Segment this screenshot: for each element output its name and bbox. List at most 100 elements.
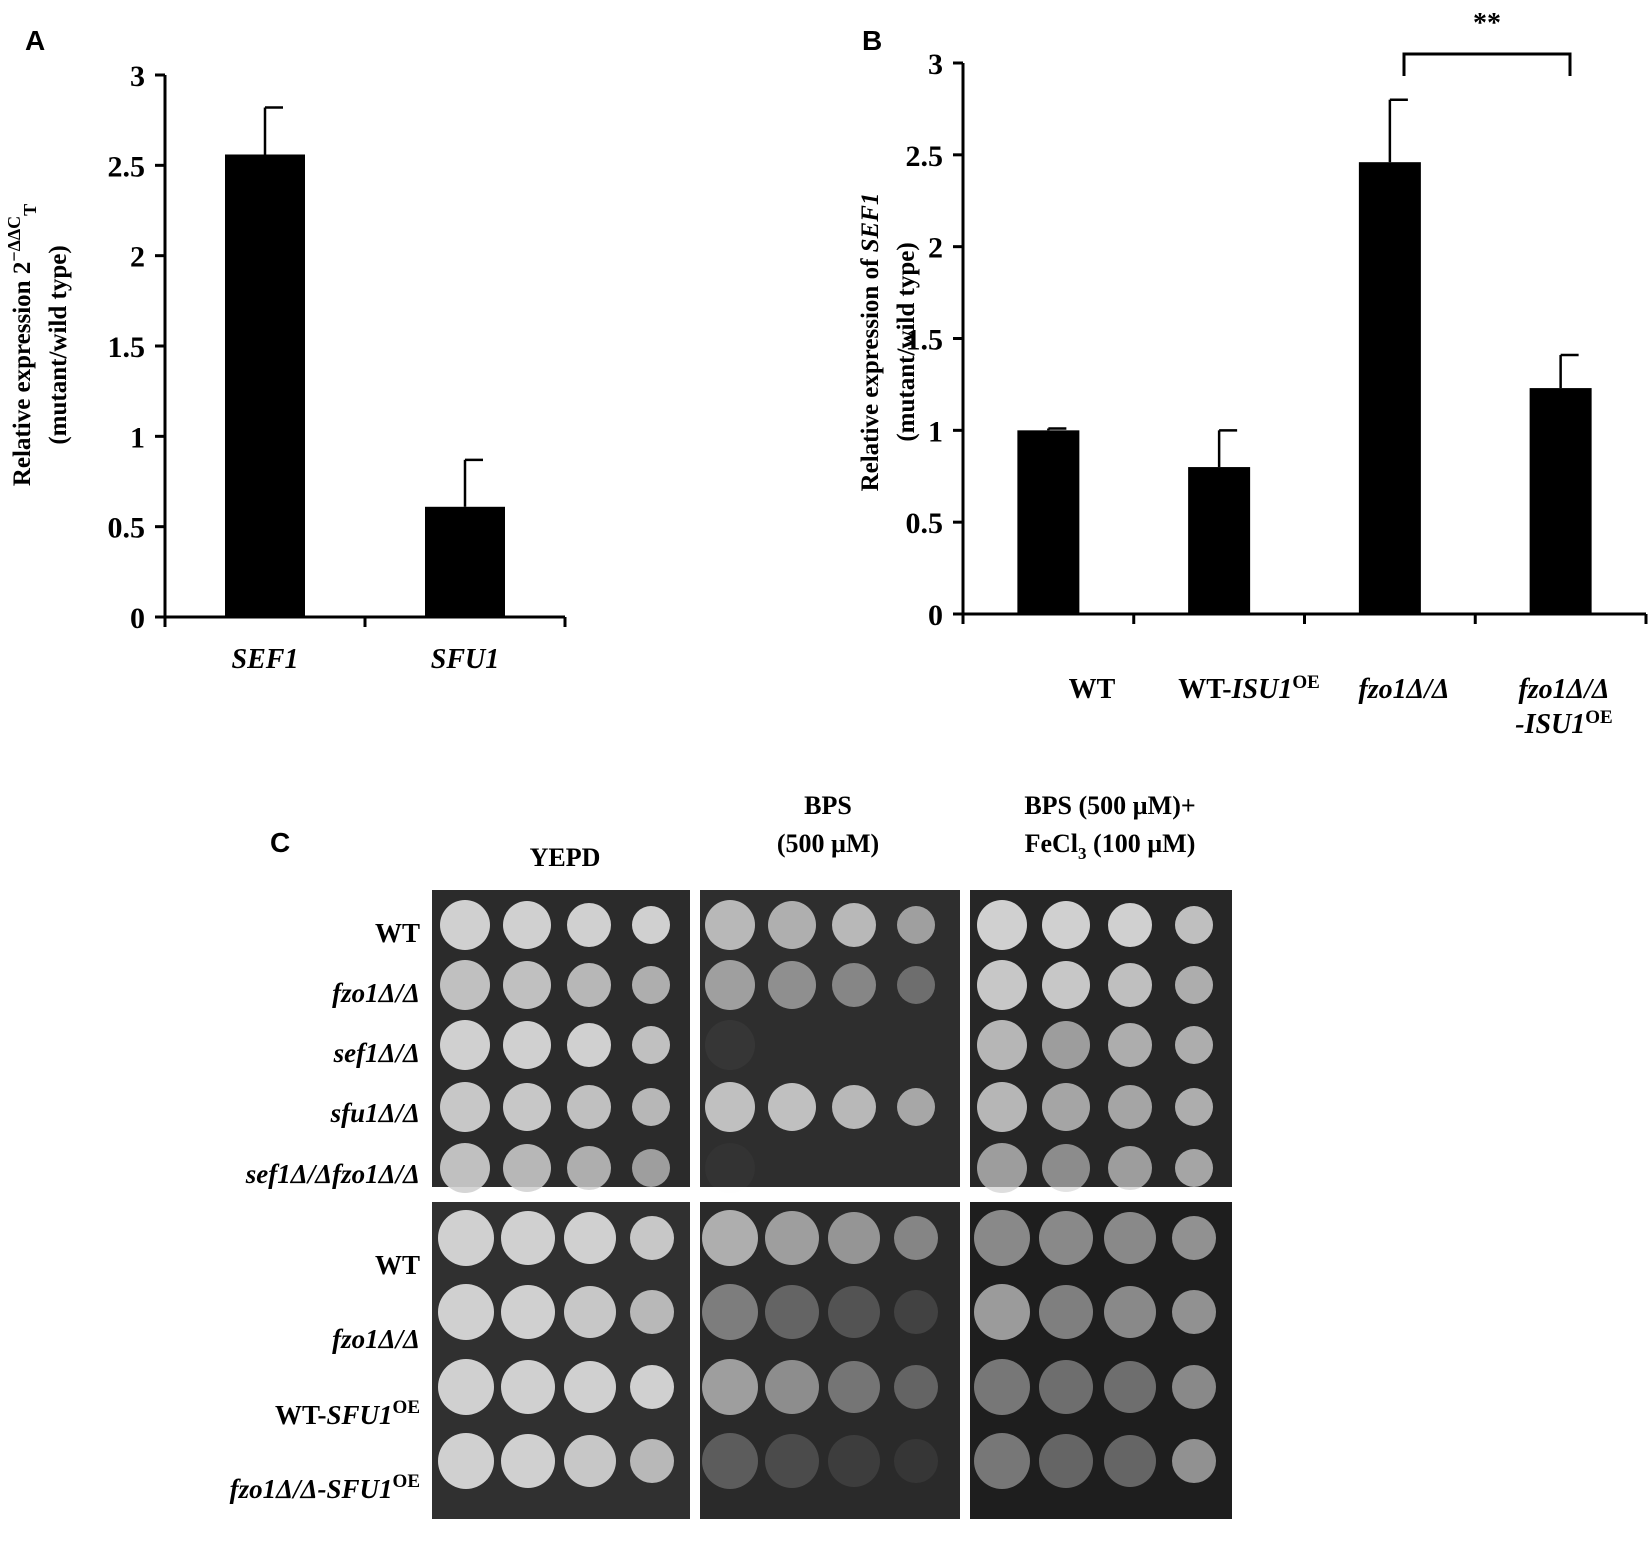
colony-spot xyxy=(503,1144,551,1192)
colony-spot xyxy=(765,1211,819,1265)
colony-spot xyxy=(440,1020,490,1070)
colony-spot xyxy=(705,960,755,1010)
strain-bottom-fzo1-sfu1oe-gene: fzo1Δ/Δ-SFU1 xyxy=(230,1474,393,1504)
panel-b-y-tick-label: 2.5 xyxy=(906,140,944,173)
colony-spot xyxy=(503,1083,551,1131)
strain-top-fzo1: fzo1Δ/Δ xyxy=(332,978,420,1008)
colony-spot xyxy=(632,1088,670,1126)
panel-b-cat-fzo1: fzo1Δ/Δ xyxy=(1358,674,1449,705)
strain-bottom-wt-sfu1oe-sup: OE xyxy=(393,1397,420,1418)
colony-spot xyxy=(438,1210,494,1266)
colony-spot xyxy=(702,1210,758,1266)
colony-spot xyxy=(438,1433,494,1489)
colony-spot xyxy=(1104,1212,1156,1264)
colony-spot xyxy=(501,1434,555,1488)
colony-spot xyxy=(768,901,816,949)
colony-spot xyxy=(564,1435,616,1487)
panel-a-ylabel-sub: T xyxy=(20,204,40,216)
panel-b-letter: B xyxy=(862,25,882,56)
condition-bps-line1: BPS xyxy=(804,791,852,820)
panel-b-bar xyxy=(1358,162,1421,614)
panel-c-letter: C xyxy=(270,827,290,858)
panel-a-bar xyxy=(425,506,505,617)
strain-top-sef1-fzo1: sef1Δ/Δfzo1Δ/Δ xyxy=(245,1159,420,1189)
colony-spot xyxy=(974,1359,1030,1415)
strain-bottom-wt-sfu1oe-main: WT- xyxy=(275,1400,327,1430)
colony-spot xyxy=(765,1285,819,1339)
colony-spot xyxy=(832,963,876,1007)
colony-spot xyxy=(828,1435,880,1487)
colony-spot xyxy=(503,961,551,1009)
panel-a-category-label: SEF1 xyxy=(232,644,299,675)
colony-spot xyxy=(974,1284,1030,1340)
colony-spot xyxy=(705,1082,755,1132)
colony-spot xyxy=(1042,901,1090,949)
strain-bottom-wt-sfu1oe: WT-SFU1OE xyxy=(275,1397,420,1430)
colony-spot xyxy=(1108,1085,1152,1129)
strain-bottom-wt-sfu1oe-gene: SFU1 xyxy=(327,1400,393,1430)
panel-a-axes: 0 0.5 1 1.5 2 2.5 3 SEF1 SFU1 xyxy=(108,60,567,675)
panel-b-y-tick-label: 0 xyxy=(928,599,943,632)
colony-spot xyxy=(632,1026,670,1064)
strain-bottom-wt: WT xyxy=(375,1250,420,1280)
panel-a-y-tick-label: 2.5 xyxy=(108,150,146,183)
panel-a-y-tick-label: 2 xyxy=(130,241,145,274)
colony-spot xyxy=(1104,1286,1156,1338)
colony-spot xyxy=(705,900,755,950)
panel-a-ylabel-main: Relative expression 2 xyxy=(9,262,36,487)
panel-b-bar xyxy=(1188,467,1251,614)
panel-b-y-tick-label: 1.5 xyxy=(906,324,944,357)
panel-c: C YEPD BPS (500 µM) BPS (500 µM)+ FeCl3 … xyxy=(230,791,1232,1519)
colony-spot xyxy=(1172,1365,1216,1409)
colony-spot xyxy=(1175,1149,1213,1187)
colony-spot xyxy=(894,1216,938,1260)
colony-spot xyxy=(1039,1434,1093,1488)
colony-spot xyxy=(1172,1216,1216,1260)
colony-spot xyxy=(1039,1360,1093,1414)
colony-spot xyxy=(567,903,611,947)
colony-spot xyxy=(567,1146,611,1190)
condition-fecl-pre: FeCl xyxy=(1025,829,1078,858)
panel-b-cat-fzo1-isu1oe-gene: -ISU1 xyxy=(1515,709,1585,740)
colony-spot xyxy=(702,1359,758,1415)
panel-a-bars xyxy=(225,106,505,617)
panel-a-ylabel-line2: (mutant/wild type) xyxy=(45,245,72,444)
panel-a: A 0 0.5 1 1.5 2 2.5 3 SEF1 SFU1 Relative express… xyxy=(4,25,567,675)
panel-b-cat-wt-isu1oe: WT-ISU1OE xyxy=(1178,672,1320,705)
colony-spot xyxy=(702,1433,758,1489)
colony-spot xyxy=(828,1286,880,1338)
colony-spot xyxy=(632,906,670,944)
panel-b-bar xyxy=(1529,388,1592,614)
colony-spot xyxy=(828,1361,880,1413)
colony-spot xyxy=(438,1359,494,1415)
colony-spot xyxy=(1042,1083,1090,1131)
colony-spot xyxy=(440,900,490,950)
colony-spot xyxy=(894,1365,938,1409)
panel-a-letter: A xyxy=(25,25,45,56)
colony-spot xyxy=(1172,1290,1216,1334)
panel-b-cat-wt-isu1oe-gene: ISU1 xyxy=(1231,674,1293,705)
panel-b: B 0 0.5 1 1.5 2 2.5 3 Relative expression of S… xyxy=(857,8,1648,740)
colony-spot xyxy=(1042,1021,1090,1069)
significance-label: ** xyxy=(1473,8,1501,39)
strain-bottom-fzo1-sfu1oe-sup: OE xyxy=(393,1471,420,1492)
colony-spot xyxy=(974,1210,1030,1266)
colony-spot xyxy=(1175,1088,1213,1126)
colony-spot xyxy=(1039,1285,1093,1339)
panel-b-bar xyxy=(1017,430,1080,614)
panel-b-ylabel-line1: Relative expression of SEF1 xyxy=(857,193,884,492)
colony-spot xyxy=(832,1085,876,1129)
colony-spot xyxy=(1175,1026,1213,1064)
colony-spot xyxy=(832,903,876,947)
colony-spot xyxy=(828,1212,880,1264)
panel-a-y-tick-label: 1 xyxy=(130,421,145,454)
colony-spot xyxy=(974,1433,1030,1489)
panel-a-y-tick-label: 0.5 xyxy=(108,512,146,545)
colony-spot xyxy=(1175,966,1213,1004)
panel-a-y-tick-label: 0 xyxy=(130,602,145,635)
condition-fecl-post: (100 µM) xyxy=(1087,829,1196,858)
condition-fecl-sub: 3 xyxy=(1078,844,1087,863)
strain-bottom-fzo1: fzo1Δ/Δ xyxy=(332,1324,420,1354)
panel-a-bar xyxy=(225,154,305,617)
